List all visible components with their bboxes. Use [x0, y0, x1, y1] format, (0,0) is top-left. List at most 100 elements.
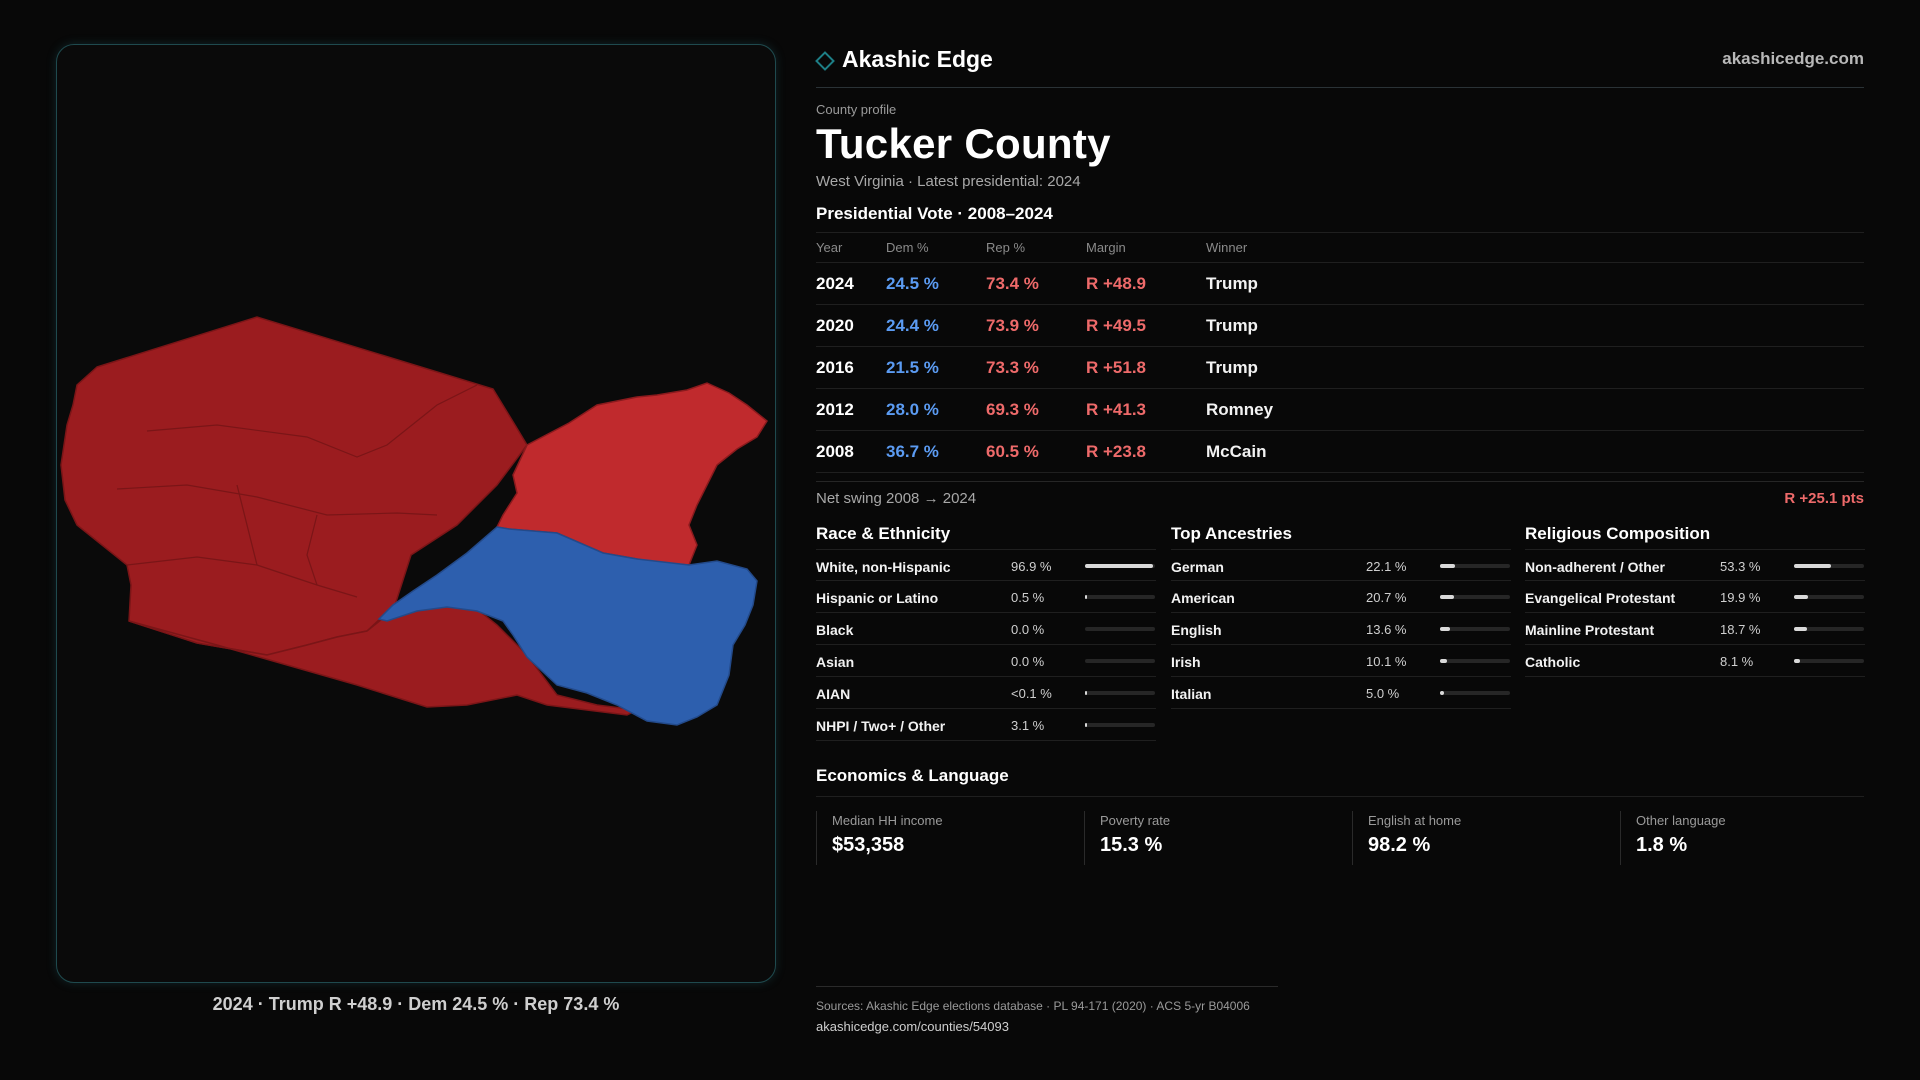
brand-header: Akashic Edge akashicedge.com	[815, 44, 1864, 88]
religion-row: Non-adherent / Other 53.3 %	[1525, 549, 1865, 581]
share-bar	[1085, 627, 1155, 631]
econ-value: $53,358	[832, 834, 905, 856]
margin-cell: R +48.9	[1086, 262, 1206, 305]
share-bar	[1794, 595, 1864, 599]
race-title: Race & Ethnicity	[816, 524, 951, 543]
row-value: 18.7 %	[1720, 622, 1761, 637]
share-bar-fill	[1440, 595, 1454, 599]
econ-card: English at home 98.2 %	[1352, 811, 1602, 865]
table-row: 2016 21.5 % 73.3 % R +51.8 Trump	[816, 346, 1864, 389]
map-precinct-south[interactable]	[128, 600, 640, 716]
brand-name[interactable]: Akashic Edge	[842, 46, 993, 72]
county-map[interactable]	[57, 45, 776, 983]
share-bar-fill	[1794, 564, 1831, 568]
row-value: 96.9 %	[1011, 559, 1052, 574]
row-label: Black	[816, 622, 854, 638]
county-map-panel[interactable]	[56, 44, 776, 983]
row-label: German	[1171, 559, 1224, 575]
share-bar-fill	[1085, 723, 1087, 727]
winner-cell: Trump	[1206, 304, 1864, 347]
table-row: 2020 24.4 % 73.9 % R +49.5 Trump	[816, 304, 1864, 347]
year-cell: 2016	[816, 346, 886, 389]
econ-label: Median HH income	[832, 813, 943, 828]
econ-card: Median HH income $53,358	[816, 811, 1066, 865]
share-bar	[1794, 659, 1864, 663]
religion-title: Religious Composition	[1525, 524, 1711, 543]
religion-block: Religious Composition Non-adherent / Oth…	[1525, 519, 1865, 677]
row-label: American	[1171, 590, 1235, 606]
row-value: 0.5 %	[1011, 590, 1045, 605]
economics-cards: Median HH income $53,358 Poverty rate 15…	[816, 811, 1864, 881]
ancestry-title: Top Ancestries	[1171, 524, 1292, 543]
vote-table-header: Year Dem % Rep % Margin Winner	[816, 232, 1864, 263]
race-row: Asian 0.0 %	[816, 645, 1156, 677]
row-value: <0.1 %	[1011, 686, 1052, 701]
share-bar-fill	[1440, 627, 1450, 631]
dem-cell: 28.0 %	[886, 388, 986, 431]
table-row: 2012 28.0 % 69.3 % R +41.3 Romney	[816, 388, 1864, 431]
margin-cell: R +51.8	[1086, 346, 1206, 389]
share-bar-fill	[1440, 691, 1444, 695]
share-bar-fill	[1440, 564, 1455, 568]
col-year: Year	[816, 232, 886, 263]
ancestry-row: Italian 5.0 %	[1171, 677, 1511, 709]
row-value: 13.6 %	[1366, 622, 1407, 637]
row-value: 20.7 %	[1366, 590, 1407, 605]
row-label: Non-adherent / Other	[1525, 559, 1666, 575]
county-profile: Akashic Edge akashicedge.com County prof…	[815, 44, 1865, 881]
share-bar	[1440, 627, 1510, 631]
dem-cell: 24.5 %	[886, 262, 986, 305]
econ-card: Poverty rate 15.3 %	[1084, 811, 1334, 865]
religion-row: Evangelical Protestant 19.9 %	[1525, 581, 1865, 613]
rep-cell: 73.4 %	[986, 262, 1086, 305]
swing-label: Net swing 2008 → 2024	[816, 490, 977, 507]
year-cell: 2024	[816, 262, 886, 305]
share-bar-fill	[1794, 627, 1807, 631]
race-row: White, non-Hispanic 96.9 %	[816, 549, 1156, 581]
share-bar	[1794, 627, 1864, 631]
race-row: Hispanic or Latino 0.5 %	[816, 581, 1156, 613]
econ-label: English at home	[1368, 813, 1462, 828]
dem-cell: 36.7 %	[886, 430, 986, 473]
source-url-link[interactable]: akashicedge.com/counties/54093	[816, 1019, 1009, 1034]
col-dem: Dem %	[886, 232, 986, 263]
share-bar	[1085, 564, 1155, 568]
winner-cell: Trump	[1206, 346, 1864, 389]
col-margin: Margin	[1086, 232, 1206, 263]
brand-url-link[interactable]: akashicedge.com	[1722, 49, 1864, 68]
econ-value: 98.2 %	[1368, 834, 1431, 856]
winner-cell: Trump	[1206, 262, 1864, 305]
row-value: 0.0 %	[1011, 622, 1045, 637]
winner-cell: Romney	[1206, 388, 1864, 431]
share-bar	[1085, 691, 1155, 695]
margin-cell: R +41.3	[1086, 388, 1206, 431]
ancestry-row: German 22.1 %	[1171, 549, 1511, 581]
profile-eyebrow: County profile	[816, 102, 897, 117]
swing-value: R +25.1 pts	[1784, 490, 1864, 507]
row-label: Evangelical Protestant	[1525, 590, 1676, 606]
map-caption: 2024 · Trump R +48.9 · Dem 24.5 % · Rep …	[212, 994, 620, 1014]
row-label: NHPI / Two+ / Other	[816, 718, 946, 734]
map-precinct-lines	[116, 384, 478, 598]
share-bar	[1440, 564, 1510, 568]
row-value: 22.1 %	[1366, 559, 1407, 574]
rep-cell: 73.9 %	[986, 304, 1086, 347]
rep-cell: 73.3 %	[986, 346, 1086, 389]
year-cell: 2008	[816, 430, 886, 473]
share-bar-fill	[1794, 595, 1808, 599]
share-bar-fill	[1085, 564, 1153, 568]
ancestry-row: English 13.6 %	[1171, 613, 1511, 645]
ancestry-row: American 20.7 %	[1171, 581, 1511, 613]
row-label: AIAN	[816, 686, 851, 702]
econ-label: Other language	[1636, 813, 1726, 828]
vote-section-title: Presidential Vote · 2008–2024	[816, 204, 1053, 223]
econ-label: Poverty rate	[1100, 813, 1171, 828]
share-bar	[1085, 723, 1155, 727]
row-label: Italian	[1171, 686, 1212, 702]
ancestry-row: Irish 10.1 %	[1171, 645, 1511, 677]
econ-card: Other language 1.8 %	[1620, 811, 1870, 865]
margin-cell: R +23.8	[1086, 430, 1206, 473]
map-precinct-east-dem[interactable]	[377, 526, 758, 726]
table-row: 2008 36.7 % 60.5 % R +23.8 McCain	[816, 430, 1864, 473]
share-bar-fill	[1440, 659, 1447, 663]
